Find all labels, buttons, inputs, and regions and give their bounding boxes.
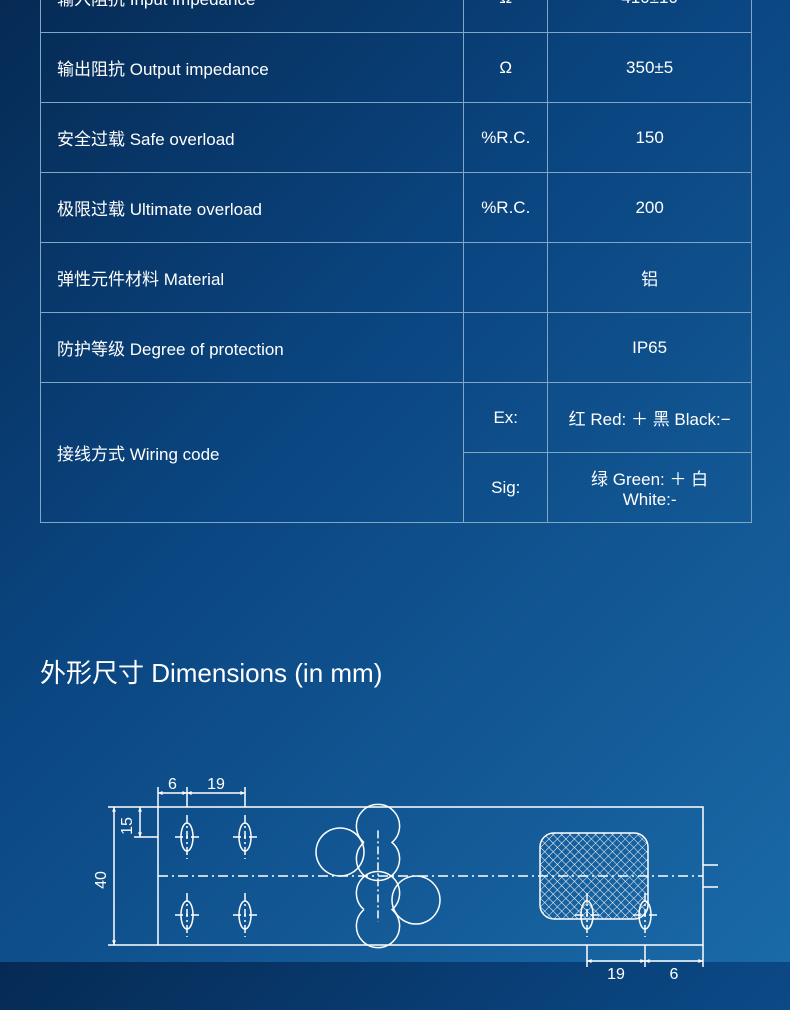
- wiring-sig-value: 绿 Green: ＋ 白 White:-: [548, 453, 752, 523]
- param-cell: 接线方式 Wiring code: [41, 383, 464, 523]
- param-cell: 极限过载 Ultimate overload: [41, 173, 464, 243]
- table-row: 安全过载 Safe overload %R.C. 150: [41, 103, 752, 173]
- param-cell: 安全过载 Safe overload: [41, 103, 464, 173]
- value-cell: 铝: [548, 243, 752, 313]
- table-row-wiring: 接线方式 Wiring code Ex: 红 Red: ＋ 黑 Black:−: [41, 383, 752, 453]
- dimensions-diagram: 6 19 15 40 19 6: [78, 775, 790, 1010]
- svg-text:6: 6: [168, 776, 177, 793]
- unit-cell: [464, 313, 548, 383]
- wiring-ex-label: Ex:: [464, 383, 548, 453]
- svg-text:19: 19: [207, 776, 225, 793]
- dimensions-title: 外形尺寸 Dimensions (in mm): [40, 653, 790, 690]
- table-row: 极限过载 Ultimate overload %R.C. 200: [41, 173, 752, 243]
- unit-cell: Ω: [464, 33, 548, 103]
- diagram-svg: 6 19 15 40 19 6: [78, 775, 718, 1005]
- unit-cell: %R.C.: [464, 173, 548, 243]
- table-row: 弹性元件材料 Material 铝: [41, 243, 752, 313]
- table-row: 输出阻抗 Output impedance Ω 350±5: [41, 33, 752, 103]
- svg-text:15: 15: [119, 817, 136, 835]
- svg-text:40: 40: [93, 871, 110, 889]
- table-row: 防护等级 Degree of protection IP65: [41, 313, 752, 383]
- value-cell: IP65: [548, 313, 752, 383]
- value-cell: 200: [548, 173, 752, 243]
- svg-text:6: 6: [670, 966, 679, 983]
- table-row: 输入阻抗 Input impedance Ω 410±10: [41, 0, 752, 33]
- wiring-ex-value: 红 Red: ＋ 黑 Black:−: [548, 383, 752, 453]
- value-cell: 350±5: [548, 33, 752, 103]
- value-cell: 410±10: [548, 0, 752, 33]
- param-cell: 输出阻抗 Output impedance: [41, 33, 464, 103]
- param-cell: 输入阻抗 Input impedance: [41, 0, 464, 33]
- param-cell: 防护等级 Degree of protection: [41, 313, 464, 383]
- value-cell: 150: [548, 103, 752, 173]
- unit-cell: %R.C.: [464, 103, 548, 173]
- unit-cell: [464, 243, 548, 313]
- specifications-table: 输入阻抗 Input impedance Ω 410±10 输出阻抗 Outpu…: [40, 0, 752, 523]
- svg-text:19: 19: [607, 966, 625, 983]
- wiring-sig-label: Sig:: [464, 453, 548, 523]
- unit-cell: Ω: [464, 0, 548, 33]
- param-cell: 弹性元件材料 Material: [41, 243, 464, 313]
